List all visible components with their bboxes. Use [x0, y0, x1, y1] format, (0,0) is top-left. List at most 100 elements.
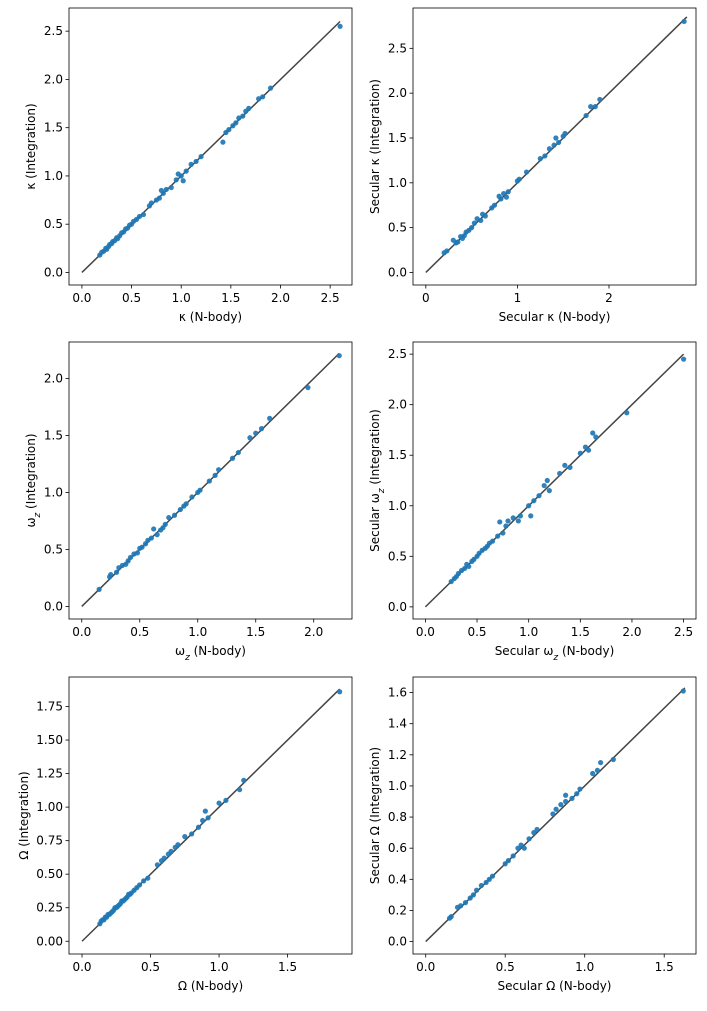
y-tick-label: 0.0 [44, 265, 63, 279]
plot-layer: 0.0 0.5 1.0 1.5 2.0 2.5 0.0 0.5 1.0 1.5 2.0 2.5 κ (N… [17, 7, 697, 993]
y-tick-label: 2.5 [388, 41, 407, 55]
y-tick-label: 1.0 [388, 779, 407, 793]
data-point [473, 887, 480, 893]
data-point [585, 447, 592, 453]
data-point [202, 808, 208, 814]
data-point [563, 792, 569, 798]
x-tick-label: 1 [514, 291, 522, 305]
data-point [161, 855, 167, 861]
data-point [541, 482, 547, 489]
data-point [183, 168, 189, 174]
data-point [337, 23, 343, 29]
data-point [515, 845, 521, 851]
x-tick-label: 2.5 [674, 625, 693, 639]
axes-frame [412, 341, 697, 620]
data-point [226, 127, 232, 133]
data-point [189, 831, 195, 837]
x-tick-label: 1.5 [246, 625, 265, 639]
data-point [247, 435, 253, 441]
y-tick-label: 1.2 [388, 748, 407, 762]
data-point [598, 759, 604, 766]
data-point [455, 239, 461, 245]
data-point [483, 879, 489, 886]
y-tick-label: 2.0 [44, 72, 63, 86]
x-tick-label: 1.5 [655, 960, 674, 974]
data-point [458, 903, 464, 909]
data-point [337, 689, 343, 695]
x-tick-label: 0.5 [130, 625, 149, 639]
y-tick-label: 0.25 [36, 901, 63, 915]
data-point [212, 472, 218, 478]
y-tick-label: 0.5 [44, 217, 63, 231]
data-point [206, 478, 212, 484]
data-point [108, 571, 114, 578]
y-tick-label: 1.0 [388, 176, 407, 190]
x-tick-label: 0.0 [416, 625, 435, 639]
data-point [470, 892, 477, 898]
panel-2: 0 1 2 0.0 0.5 1.0 1.5 2.0 2.5 Secular κ (N-body) S… [368, 7, 697, 324]
data-point [553, 806, 559, 812]
x-tick-label: 1.0 [188, 625, 207, 639]
x-tick-label: 0.0 [72, 291, 91, 305]
data-point [148, 535, 154, 541]
data-point [597, 96, 603, 103]
y-tick-label: 1.50 [36, 733, 63, 747]
data-point [182, 834, 188, 840]
data-point [558, 802, 564, 808]
data-point [163, 186, 169, 193]
data-point [491, 202, 498, 208]
y-tick-label: 1.5 [388, 131, 407, 145]
data-point [577, 450, 583, 456]
data-point [260, 94, 266, 100]
y-axis-label: Secular Ω (Integration) [368, 747, 382, 884]
data-point [536, 493, 542, 499]
data-point [562, 130, 568, 137]
data-point [168, 184, 174, 191]
data-point [200, 817, 206, 824]
x-axis-label: κ (N-body) [179, 310, 242, 324]
data-point [542, 153, 548, 159]
data-point [336, 353, 342, 359]
data-point [531, 498, 537, 504]
data-point [624, 410, 630, 416]
y-tick-label: 2.0 [388, 86, 407, 100]
data-point [469, 225, 475, 231]
x-axis-label: Secular κ (N-body) [499, 310, 611, 324]
data-point [462, 900, 469, 906]
data-point [500, 530, 506, 536]
data-point [237, 787, 243, 793]
data-point [189, 494, 195, 500]
x-tick-label: 2.0 [622, 625, 641, 639]
data-point [546, 488, 552, 494]
y-tick-label: 1.0 [388, 499, 407, 513]
data-point [482, 213, 488, 219]
y-tick-label: 1.5 [388, 448, 407, 462]
data-point [590, 430, 596, 436]
y-tick-label: 2.5 [44, 24, 63, 38]
data-point [305, 384, 311, 391]
data-point [175, 842, 181, 848]
y-axis-label: Secular κ (Integration) [368, 79, 382, 214]
data-point [498, 196, 504, 202]
x-axis-label: Ω (N-body) [178, 979, 243, 993]
data-point [188, 161, 194, 167]
panel-5: 0.0 0.5 1.0 1.5 0.00 0.25 0.50 0.75 1.00 1.25 1.50… [17, 676, 353, 993]
panel-4: 0.0 0.5 1.0 1.5 2.0 2.50.00.51.01.52.02.5Secu… [368, 341, 697, 663]
data-point [183, 501, 189, 507]
data-point [550, 811, 556, 817]
x-tick-label: 2.0 [304, 625, 323, 639]
y-tick-label: 1.0 [44, 485, 63, 499]
x-tick-label: 0.0 [416, 960, 435, 974]
data-point [467, 895, 473, 901]
data-point [96, 586, 102, 592]
data-point [171, 512, 178, 518]
x-axis-label: Secular Ω (N-body) [498, 979, 612, 993]
data-point [505, 518, 511, 524]
data-point [173, 177, 179, 183]
y-tick-label: 0.0 [44, 599, 63, 613]
y-tick-label: 0.0 [388, 265, 407, 279]
data-point [471, 220, 477, 226]
data-point [521, 845, 527, 851]
y-tick-label: 1.25 [36, 767, 63, 781]
data-point [448, 914, 454, 920]
